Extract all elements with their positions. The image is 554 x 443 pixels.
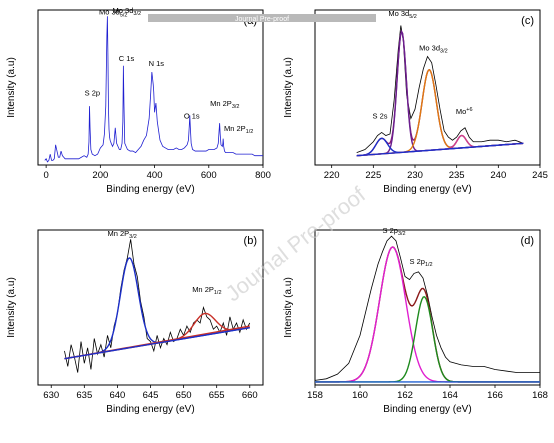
x-tick-label: 200 bbox=[92, 170, 108, 181]
x-tick-label: 240 bbox=[490, 170, 506, 181]
panel-c: 220 225 230 235 240 245 Binding energy (eV) Int… bbox=[283, 9, 548, 195]
panel-b: 630 635 640 645 650 655 660 Binding energy (eV)… bbox=[6, 229, 264, 415]
peak-annotation: Mo 3d5/2 bbox=[99, 8, 128, 19]
panel-label: (d) bbox=[521, 235, 534, 247]
y-axis-label: Intensity (a.u) bbox=[6, 277, 17, 338]
x-tick-label: 600 bbox=[201, 170, 217, 181]
y-axis-label: Intensity (a.u) bbox=[283, 57, 294, 118]
series-line bbox=[356, 25, 524, 153]
x-tick-label: 400 bbox=[147, 170, 163, 181]
peak-annotation: S 2s bbox=[373, 112, 388, 121]
x-tick-label: 164 bbox=[442, 390, 458, 401]
x-tick-label: 660 bbox=[242, 390, 258, 401]
x-tick-label: 166 bbox=[487, 390, 503, 401]
y-axis-label: Intensity (a.u) bbox=[6, 57, 17, 118]
x-tick-label: 645 bbox=[143, 390, 159, 401]
peak-annotation: Mn 2P1/2 bbox=[192, 285, 221, 296]
plot-frame bbox=[314, 9, 541, 166]
peak-annotation: Mn 2P3/2 bbox=[107, 229, 136, 240]
panel-label: (b) bbox=[244, 235, 257, 247]
peak-annotation: Mn 2P3/2 bbox=[210, 99, 239, 110]
x-tick-label: 225 bbox=[365, 170, 381, 181]
plot-frame bbox=[314, 229, 541, 386]
x-tick-label: 168 bbox=[532, 390, 548, 401]
x-tick-label: 220 bbox=[324, 170, 340, 181]
x-axis-label: Binding energy (eV) bbox=[383, 404, 471, 415]
x-tick-label: 635 bbox=[76, 390, 92, 401]
series-line bbox=[314, 235, 540, 381]
banner: Journal Pre-proof bbox=[148, 14, 376, 23]
plot-frame bbox=[37, 9, 264, 166]
series-line bbox=[44, 16, 263, 163]
peak-annotation: O 1s bbox=[184, 112, 200, 121]
peak-annotation: S 2p1/2 bbox=[410, 257, 433, 268]
peak-annotation: Mn 2P1/2 bbox=[224, 124, 253, 135]
x-tick-label: 158 bbox=[307, 390, 323, 401]
x-tick-label: 800 bbox=[255, 170, 271, 181]
x-tick-label: 650 bbox=[176, 390, 192, 401]
x-tick-label: 630 bbox=[43, 390, 59, 401]
x-axis-label: Binding energy (eV) bbox=[106, 404, 194, 415]
peak-annotation: S 2p3/2 bbox=[383, 226, 406, 237]
peak-annotation: C 1s bbox=[119, 54, 135, 63]
series-line bbox=[356, 137, 524, 157]
peak-annotation: Mo 3d3/2 bbox=[419, 43, 448, 54]
panel-a: 0 200 400 600 800 Binding energy (eV) Intensit… bbox=[6, 6, 271, 195]
x-tick-label: 160 bbox=[352, 390, 368, 401]
x-tick-label: 655 bbox=[209, 390, 225, 401]
peak-annotation: S 2p bbox=[85, 88, 100, 97]
x-axis-label: Binding energy (eV) bbox=[106, 184, 194, 195]
x-tick-label: 0 bbox=[43, 170, 48, 181]
plot-frame bbox=[37, 229, 264, 386]
banner-text: Journal Pre-proof bbox=[235, 16, 289, 23]
x-tick-label: 230 bbox=[407, 170, 423, 181]
panel-d: 158 160 162 164 166 168 Binding energy (eV) Int… bbox=[283, 226, 548, 415]
x-tick-label: 162 bbox=[397, 390, 413, 401]
series-line bbox=[356, 142, 524, 157]
panel-label: (c) bbox=[521, 15, 534, 27]
peak-annotation: Mo 3d3/2 bbox=[113, 6, 142, 17]
y-axis-label: Intensity (a.u) bbox=[283, 277, 294, 338]
series-line bbox=[315, 296, 540, 383]
peak-annotation: Mo 3d5/2 bbox=[388, 9, 417, 20]
peak-annotation: Mo+6 bbox=[456, 107, 473, 116]
series-line bbox=[64, 326, 250, 360]
x-axis-label: Binding energy (eV) bbox=[383, 184, 471, 195]
series-line bbox=[64, 239, 251, 373]
x-tick-label: 640 bbox=[109, 390, 125, 401]
x-tick-label: 245 bbox=[532, 170, 548, 181]
peak-annotation: N 1s bbox=[149, 59, 165, 68]
x-tick-label: 235 bbox=[449, 170, 465, 181]
